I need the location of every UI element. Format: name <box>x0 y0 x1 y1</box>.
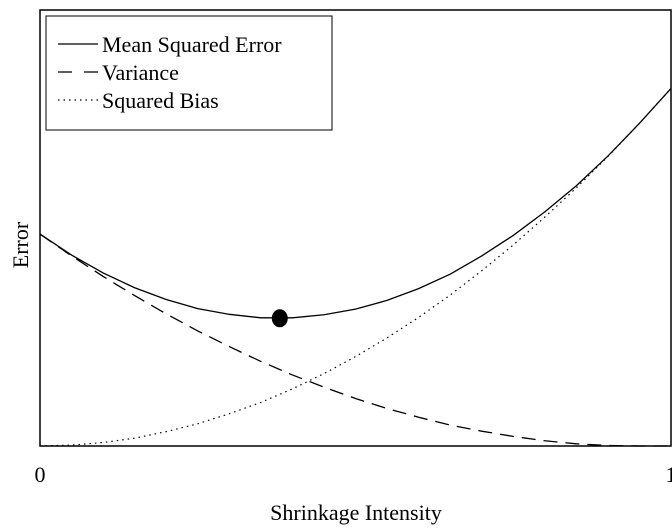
legend-label: Squared Bias <box>102 88 219 113</box>
x-tick-label: 0 <box>35 462 46 487</box>
plot-frame <box>39 9 672 447</box>
series-line <box>39 88 672 319</box>
minimum-point <box>271 309 288 328</box>
series-line <box>39 233 671 447</box>
legend-label: Mean Squared Error <box>102 32 282 57</box>
y-axis-label: Error <box>8 221 33 268</box>
legend-label: Variance <box>102 60 179 85</box>
legend-box <box>45 15 333 131</box>
series-line <box>39 88 672 447</box>
x-tick-label: 1 <box>666 462 672 487</box>
x-axis-label: Shrinkage Intensity <box>270 500 442 525</box>
